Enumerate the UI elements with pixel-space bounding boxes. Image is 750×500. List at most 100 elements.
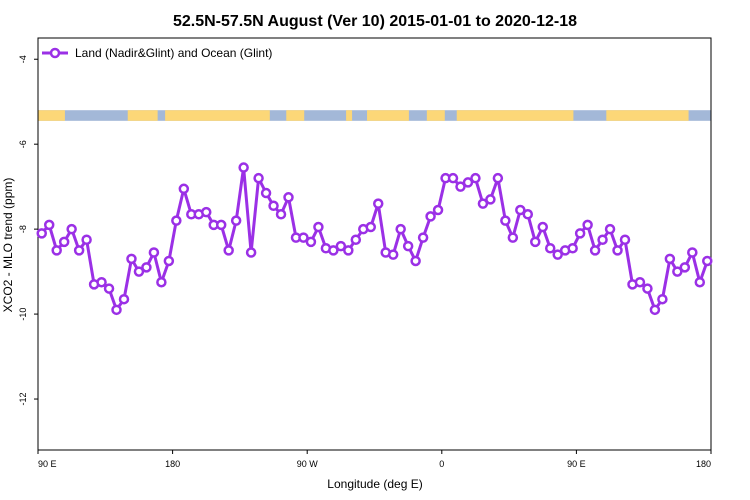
x-tick-label: 0 — [439, 459, 444, 469]
data-point — [171, 215, 182, 226]
land-segment — [367, 110, 409, 121]
data-point — [126, 253, 137, 265]
series-layer — [36, 162, 713, 316]
data-point — [492, 172, 504, 184]
data-point — [597, 234, 608, 246]
data-point — [410, 255, 421, 267]
data-point — [582, 219, 593, 231]
data-point — [702, 255, 713, 267]
data-point — [283, 192, 294, 203]
data-point — [335, 240, 347, 252]
data-point — [103, 283, 115, 294]
axes: 90 E 180 90 W 0 90 E 180 -4 -6 -8 -10 -12 — [18, 37, 712, 469]
y-tick-label: -6 — [18, 140, 28, 148]
data-point — [567, 242, 578, 254]
x-axis-label: Longitude (deg E) — [327, 477, 422, 491]
data-point — [612, 245, 623, 256]
data-point — [447, 172, 459, 184]
data-point — [432, 204, 444, 216]
data-point — [664, 253, 676, 265]
data-point — [425, 211, 436, 222]
legend-label: Land (Nadir&Glint) and Ocean (Glint) — [75, 46, 272, 60]
data-point — [642, 283, 653, 294]
data-point — [268, 200, 279, 212]
data-point — [530, 236, 541, 248]
land-segment — [165, 110, 270, 121]
data-point — [111, 304, 122, 316]
data-point — [589, 245, 601, 256]
data-point — [604, 223, 616, 235]
data-point — [574, 228, 586, 239]
data-point — [141, 262, 152, 273]
data-point — [350, 234, 362, 246]
chart-title: 52.5N-57.5N August (Ver 10) 2015-01-01 t… — [173, 13, 577, 30]
x-tick-label: 90 E — [567, 459, 586, 469]
data-point — [298, 232, 309, 243]
data-point — [634, 276, 646, 288]
data-point — [402, 240, 414, 252]
data-point — [313, 221, 324, 233]
data-point — [679, 262, 691, 273]
plot-frame — [37, 37, 712, 451]
data-point — [66, 223, 77, 235]
data-point — [328, 245, 339, 256]
data-point — [470, 172, 481, 184]
data-point — [201, 206, 212, 218]
data-point — [260, 187, 272, 199]
y-axis-label: XCO2 - MLO trend (ppm) — [1, 178, 15, 313]
y-tick-label: -4 — [18, 55, 28, 63]
data-point — [230, 215, 242, 226]
data-point — [275, 209, 287, 220]
data-point — [156, 276, 167, 288]
data-point — [96, 276, 107, 288]
data-point — [462, 177, 474, 188]
data-point — [223, 245, 234, 256]
data-point — [417, 232, 429, 243]
land-segment — [286, 110, 305, 121]
land-segment — [346, 110, 353, 121]
data-point — [507, 232, 519, 243]
data-point — [245, 247, 257, 258]
data-point — [148, 247, 160, 258]
data-point — [238, 162, 249, 173]
data-point — [215, 219, 227, 231]
data-point — [657, 293, 668, 305]
x-tick-label: 180 — [165, 459, 180, 469]
legend-marker-swatch — [49, 47, 61, 59]
data-point — [58, 236, 70, 248]
data-point — [544, 242, 556, 254]
data-point — [387, 249, 399, 260]
data-point — [515, 204, 526, 216]
legend: Land (Nadir&Glint) and Ocean (Glint) — [42, 46, 272, 60]
data-point — [455, 181, 466, 192]
data-point — [43, 219, 55, 231]
data-point — [500, 215, 511, 226]
x-tick-label: 90 W — [297, 459, 319, 469]
data-point — [118, 293, 130, 305]
data-point — [477, 198, 489, 209]
data-point — [694, 276, 706, 288]
data-point — [51, 245, 62, 256]
data-point — [73, 245, 85, 256]
land-segment — [426, 110, 445, 121]
land-segment — [606, 110, 689, 121]
data-point — [672, 266, 683, 277]
data-point — [365, 221, 377, 233]
data-point — [552, 249, 563, 260]
data-point — [649, 304, 661, 316]
data-point — [687, 247, 698, 258]
data-point — [305, 236, 317, 248]
data-point — [395, 223, 406, 235]
data-point — [522, 209, 534, 220]
y-tick-label: -10 — [18, 308, 28, 321]
x-tick-label: 90 E — [38, 459, 57, 469]
data-point — [178, 183, 190, 195]
data-point — [619, 234, 631, 246]
data-point — [36, 228, 47, 239]
data-point — [372, 198, 384, 209]
data-point — [81, 234, 92, 246]
data-point — [253, 172, 264, 184]
data-point — [163, 255, 175, 267]
data-point — [537, 221, 548, 233]
